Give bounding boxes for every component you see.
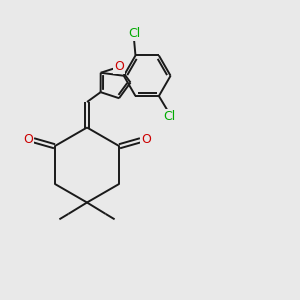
Text: Cl: Cl	[128, 27, 140, 40]
Text: O: O	[114, 60, 124, 73]
Text: O: O	[23, 133, 33, 146]
Text: Cl: Cl	[163, 110, 176, 123]
Text: O: O	[141, 133, 151, 146]
